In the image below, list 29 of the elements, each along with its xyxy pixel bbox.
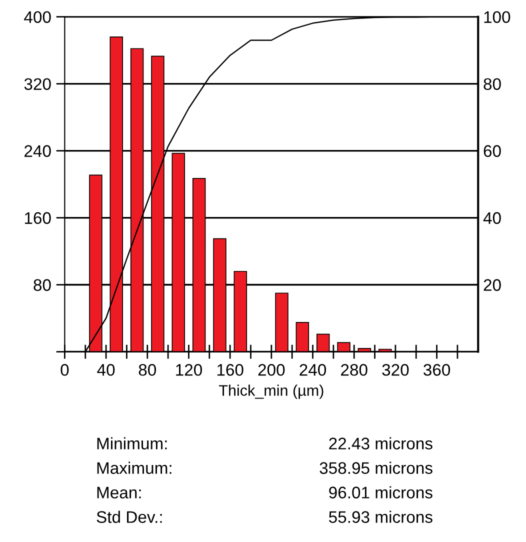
y-tick-label: 160 <box>24 212 51 224</box>
x-tick-label: 360 <box>424 364 450 376</box>
text: 22.43 microns <box>329 437 432 450</box>
y-tick-label: 80 <box>34 279 51 291</box>
text: Minimum: <box>97 437 167 450</box>
y2-tick-label: 40 <box>483 212 501 224</box>
x-tick-label: 160 <box>217 364 244 376</box>
text: Std Dev.: <box>96 510 162 523</box>
x-axis-title: Thick_min (µm) <box>218 384 324 399</box>
x-tick-label: 200 <box>258 364 285 376</box>
y-tick-label: 240 <box>24 145 51 157</box>
y2-tick-label: 100 <box>484 11 510 24</box>
x-tick-label: 40 <box>97 364 115 376</box>
x-tick-label: 120 <box>176 364 202 376</box>
y-tick-label: 320 <box>24 78 51 90</box>
x-tick-label: 280 <box>341 364 368 376</box>
y2-tick-label: 20 <box>484 279 501 291</box>
y-tick-label: 400 <box>24 11 51 24</box>
x-tick-label: 80 <box>138 364 156 376</box>
y2-tick-label: 60 <box>484 145 501 157</box>
x-tick-label: 0 <box>60 364 69 376</box>
y2-tick-label: 80 <box>484 78 501 90</box>
text: 96.01 microns <box>329 486 432 498</box>
text: 55.93 microns <box>328 510 432 523</box>
text: Maximum: <box>97 462 172 474</box>
text: 358.95 microns <box>320 462 432 474</box>
x-tick-label: 240 <box>300 364 326 376</box>
text: Mean: <box>97 486 141 498</box>
x-tick-label: 320 <box>382 364 409 376</box>
